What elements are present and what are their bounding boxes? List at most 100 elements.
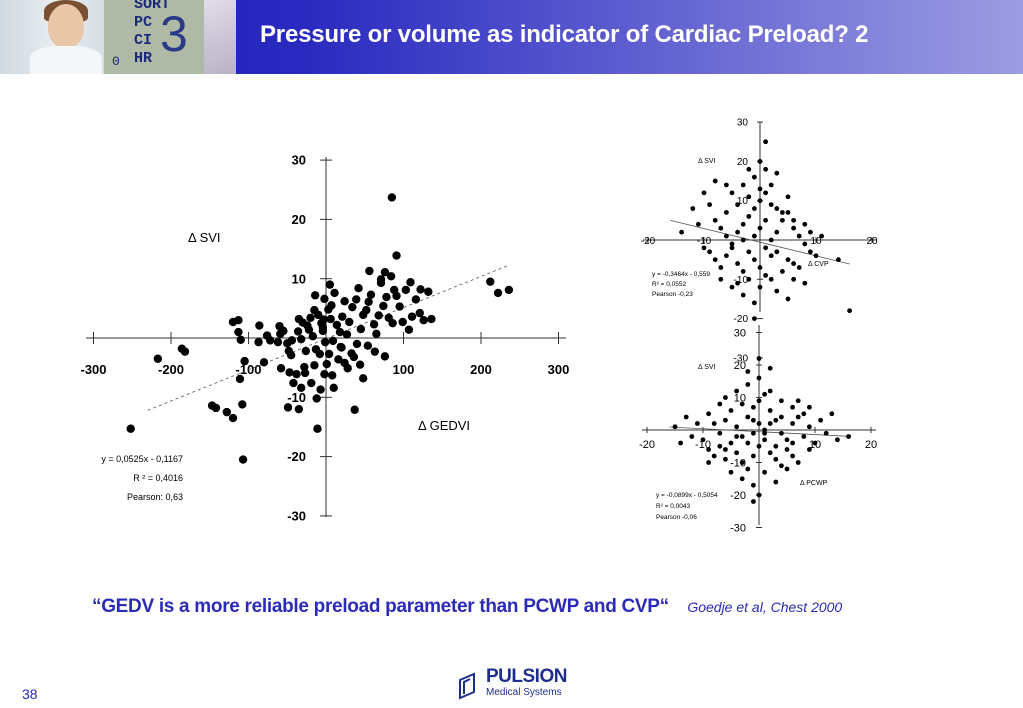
data-point [364,297,373,307]
data-point [387,193,397,202]
y-tick-label: 30 [292,153,306,168]
data-point [751,417,756,423]
regression-stat: y = -0,3464x - 0,559 [652,271,710,278]
quote-text: “GEDV is a more reliable preload paramet… [92,596,669,617]
data-point [255,321,264,330]
data-point [791,217,796,223]
data-point [724,233,729,239]
logo-name: PULSION [486,666,567,687]
regression-stat: Pearson: 0,63 [127,492,183,502]
data-point [796,233,802,239]
data-point [740,269,746,274]
data-point [493,288,503,298]
data-point [763,190,768,196]
data-point [829,411,835,417]
data-point [740,182,746,188]
data-point [712,257,718,263]
data-point [756,375,762,381]
data-point [392,291,401,301]
data-point [376,275,386,284]
data-point [780,210,785,215]
data-point [285,368,294,377]
page-number: 38 [22,686,38,702]
data-point [752,233,757,239]
data-point [211,403,221,413]
data-point [767,450,773,456]
quote-line: “GEDV is a more reliable preload paramet… [92,596,842,618]
data-point [757,284,763,290]
data-point [807,404,812,410]
data-point [350,405,359,414]
data-point [808,229,813,235]
data-point [312,394,321,403]
data-point [752,206,757,211]
data-point [700,437,706,443]
data-point [790,404,795,410]
y-tick-label: 20 [737,157,749,168]
data-point [366,290,376,299]
tube-photo [204,0,236,74]
data-point [752,257,757,263]
regression-stat: Pearson -0,06 [656,514,697,521]
data-point [768,276,774,282]
data-point [785,210,791,215]
data-point [745,466,751,472]
data-point [796,265,802,270]
data-point [774,229,780,235]
y-tick-label: -10 [287,390,306,405]
data-point [379,301,388,311]
y-tick-label: -20 [287,449,306,464]
data-point [846,434,851,439]
data-point [762,391,767,397]
data-point [356,324,366,334]
data-point [365,266,374,276]
data-point [297,383,306,393]
data-point [386,272,396,281]
data-point [768,237,774,243]
x-tick-label: -300 [80,362,106,377]
data-point [773,417,779,423]
x-tick-label: 100 [393,362,415,377]
data-point [724,182,729,188]
x-tick-label: 10 [810,236,822,247]
data-point [757,198,763,204]
data-point [294,404,304,414]
data-point [374,311,383,320]
data-point [746,214,752,219]
data-point [813,253,819,259]
data-point [672,424,678,430]
x-axis-label: Δ PCWP [800,480,828,487]
regression-stat: R² = 0,0043 [656,503,691,510]
data-point [308,332,318,341]
data-point [324,349,334,359]
data-point [734,450,739,456]
data-point [424,287,433,296]
data-point [780,217,785,223]
data-point [292,369,301,379]
data-point [310,361,319,370]
data-point [763,245,768,251]
data-point [723,395,728,400]
x-tick-label: 300 [548,362,570,377]
data-point [746,194,752,200]
data-point [486,277,495,286]
data-point [234,327,243,337]
regression-line [669,426,849,437]
data-point [768,202,774,208]
data-point [340,297,349,306]
data-point [310,291,320,300]
data-point [795,460,801,465]
data-point [153,354,163,363]
regression-stat: y = 0,0525x - 0,1167 [101,454,183,464]
data-point [313,424,322,433]
data-point [406,278,415,287]
monitor-big-number: 3 [160,6,188,62]
data-point [751,453,756,459]
data-point [236,335,245,344]
y-axis-label: Δ SVI [698,364,716,371]
data-point [326,314,335,324]
data-point [683,414,689,420]
data-point [398,317,407,327]
data-point [767,365,773,371]
